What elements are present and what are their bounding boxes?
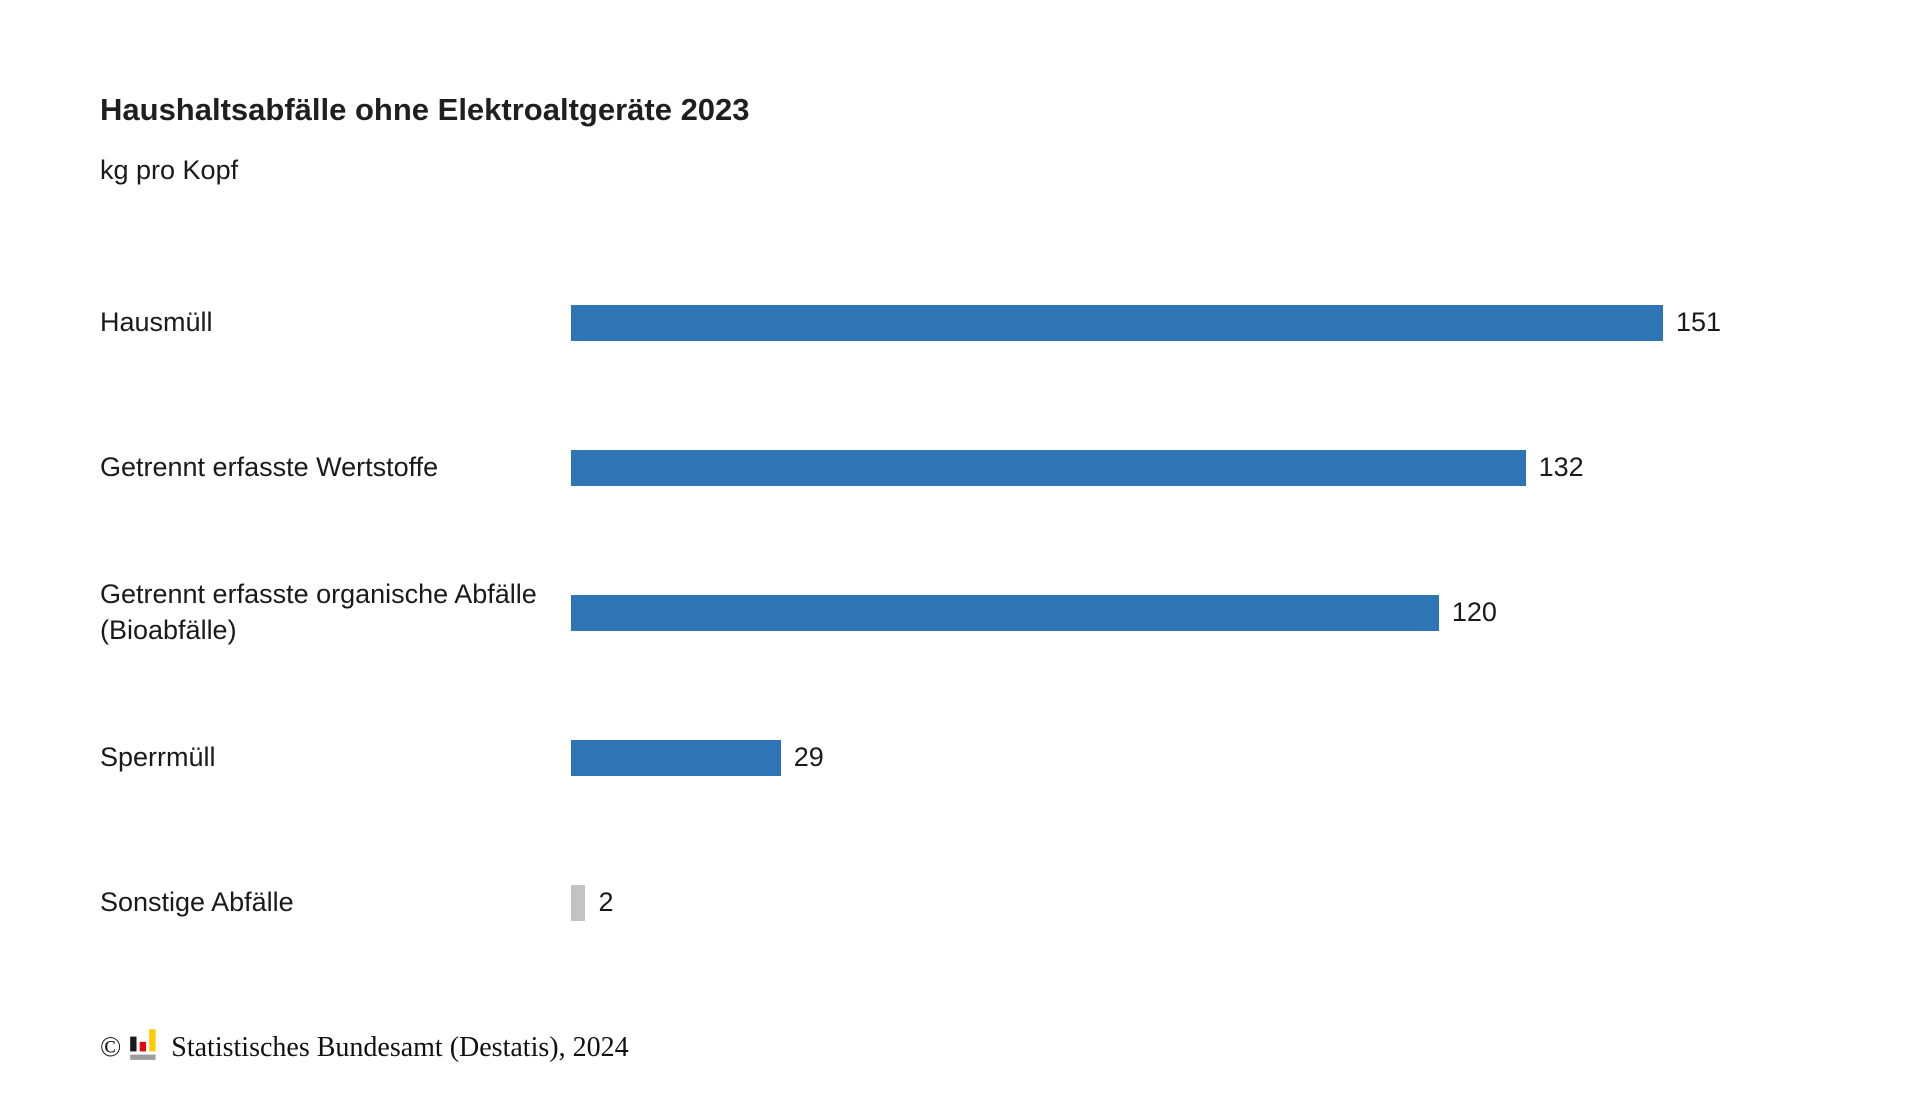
category-label: Getrennt erfasste organische Abfälle (Bi… bbox=[100, 578, 537, 645]
source-line: © Statistisches Bundesamt (Destatis), 20… bbox=[100, 1026, 629, 1070]
category-label: Sonstige Abfälle bbox=[100, 886, 294, 917]
bar-track: 29 bbox=[571, 739, 1860, 776]
category-label: Hausmüll bbox=[100, 306, 213, 337]
bar-row: Sonstige Abfälle 2 bbox=[100, 830, 1860, 975]
bar-row: Sperrmüll 29 bbox=[100, 685, 1860, 830]
source-text: Statistisches Bundesamt (Destatis), 2024 bbox=[171, 1032, 629, 1063]
destatis-bar-chart-logo-icon bbox=[130, 1026, 160, 1070]
bar-row: Hausmüll 151 bbox=[100, 250, 1860, 395]
value-label: 132 bbox=[1538, 452, 1584, 482]
bar bbox=[571, 739, 781, 776]
bar-chart: Hausmüll 151 Getrennt erfasste Wertstoffe 1… bbox=[100, 250, 1860, 975]
bar-row: Getrennt erfasste organische Abfälle (Bi… bbox=[100, 540, 1860, 685]
bar bbox=[571, 884, 586, 921]
value-label: 2 bbox=[598, 887, 614, 917]
category-label: Sperrmüll bbox=[100, 741, 216, 772]
value-label: 120 bbox=[1451, 597, 1497, 627]
bar-row: Getrennt erfasste Wertstoffe 132 bbox=[100, 395, 1860, 540]
chart-subtitle: kg pro Kopf bbox=[100, 155, 239, 185]
bar bbox=[571, 594, 1439, 631]
bar-track: 151 bbox=[571, 304, 1860, 341]
value-label: 29 bbox=[793, 742, 824, 772]
chart-title: Haushaltsabfälle ohne Elektroaltgeräte 2… bbox=[100, 92, 750, 127]
value-label: 151 bbox=[1676, 307, 1722, 337]
copyright-symbol: © bbox=[100, 1032, 122, 1063]
bar-track: 132 bbox=[571, 449, 1860, 486]
bar bbox=[571, 304, 1663, 341]
category-label: Getrennt erfasste Wertstoffe bbox=[100, 451, 439, 482]
bar bbox=[571, 449, 1526, 486]
bar-track: 120 bbox=[571, 594, 1860, 631]
bar-track: 2 bbox=[571, 884, 1860, 921]
